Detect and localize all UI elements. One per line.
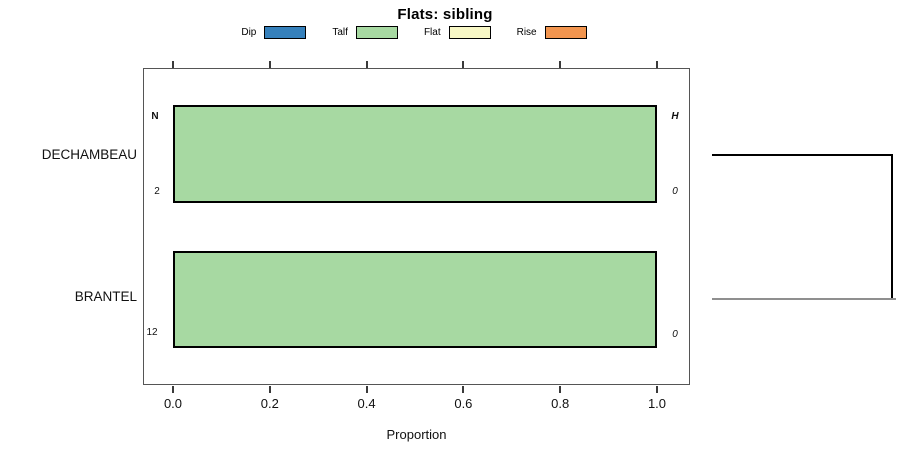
x-tick-label: 0.2 bbox=[260, 396, 279, 411]
x-tick-mark bbox=[559, 61, 562, 68]
legend-swatch-dip bbox=[264, 26, 307, 39]
legend-item-rise: Rise bbox=[517, 26, 587, 39]
legend-item-talf: Talf bbox=[332, 26, 398, 39]
x-tick-label: 1.0 bbox=[647, 396, 667, 411]
legend-label-flat: Flat bbox=[423, 27, 441, 38]
x-tick-label: 0.4 bbox=[357, 396, 376, 411]
legend-label-talf: Talf bbox=[332, 27, 348, 38]
x-tick-label: 0.6 bbox=[454, 396, 473, 411]
h-column-header: H bbox=[671, 111, 679, 122]
row-label-dechambeau: DECHAMBEAU bbox=[41, 147, 137, 162]
bar-dechambeau bbox=[173, 105, 657, 203]
legend-label-rise: Rise bbox=[516, 27, 537, 38]
x-tick-label: 0.8 bbox=[551, 396, 570, 411]
x-tick-mark bbox=[656, 386, 658, 393]
bar-segment-talf bbox=[175, 253, 655, 346]
sibling-bracket-top-line bbox=[712, 154, 893, 156]
legend-label-dip: Dip bbox=[241, 27, 257, 38]
x-tick-mark bbox=[365, 386, 368, 393]
legend-item-dip: Dip bbox=[241, 26, 307, 39]
x-tick-mark bbox=[268, 61, 271, 68]
sibling-bracket-vertical-line bbox=[891, 154, 893, 300]
legend-item-flat: Flat bbox=[424, 26, 491, 39]
x-tick-mark bbox=[365, 61, 368, 68]
legend-swatch-flat bbox=[448, 26, 491, 39]
x-tick-mark bbox=[172, 61, 174, 68]
h-value-brantel: 0 bbox=[672, 329, 678, 340]
legend-swatch-rise bbox=[544, 26, 587, 39]
n-value-dechambeau: 2 bbox=[154, 186, 160, 197]
x-tick-label: 0.0 bbox=[163, 396, 183, 411]
n-column-header: N bbox=[151, 111, 159, 122]
x-axis-title: Proportion bbox=[386, 427, 447, 442]
x-tick-mark bbox=[268, 386, 271, 393]
chart-title: Flats: sibling bbox=[397, 6, 493, 23]
x-tick-mark bbox=[559, 386, 562, 393]
bar-brantel bbox=[173, 251, 657, 348]
row-label-brantel: BRANTEL bbox=[74, 289, 137, 304]
h-value-dechambeau: 0 bbox=[672, 186, 678, 197]
legend: Dip Talf Flat Rise bbox=[0, 26, 828, 39]
x-tick-mark bbox=[172, 386, 174, 393]
x-tick-mark bbox=[656, 61, 658, 68]
bar-segment-talf bbox=[175, 107, 655, 201]
x-tick-mark bbox=[462, 61, 465, 68]
legend-swatch-talf bbox=[355, 26, 398, 39]
n-value-brantel: 12 bbox=[146, 327, 158, 338]
x-tick-mark bbox=[462, 386, 465, 393]
sibling-bracket-bottom-line bbox=[712, 298, 896, 300]
